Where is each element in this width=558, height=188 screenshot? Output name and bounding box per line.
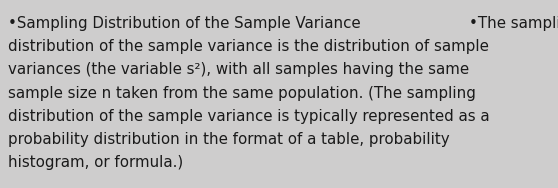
Text: •Sampling Distribution of the Sample Variance: •Sampling Distribution of the Sample Var… — [8, 16, 365, 31]
Text: •The sampling: •The sampling — [469, 16, 558, 31]
Text: histogram, or formula.): histogram, or formula.) — [8, 155, 183, 170]
Text: distribution of the sample variance is the distribution of sample: distribution of the sample variance is t… — [8, 39, 489, 54]
Text: sample size n taken from the same population. (The sampling: sample size n taken from the same popula… — [8, 86, 475, 101]
Text: distribution of the sample variance is typically represented as a: distribution of the sample variance is t… — [8, 109, 489, 124]
Text: variances (the variable s²), with all samples having the same: variances (the variable s²), with all sa… — [8, 62, 469, 77]
Text: probability distribution in the format of a table, probability: probability distribution in the format o… — [8, 132, 449, 147]
